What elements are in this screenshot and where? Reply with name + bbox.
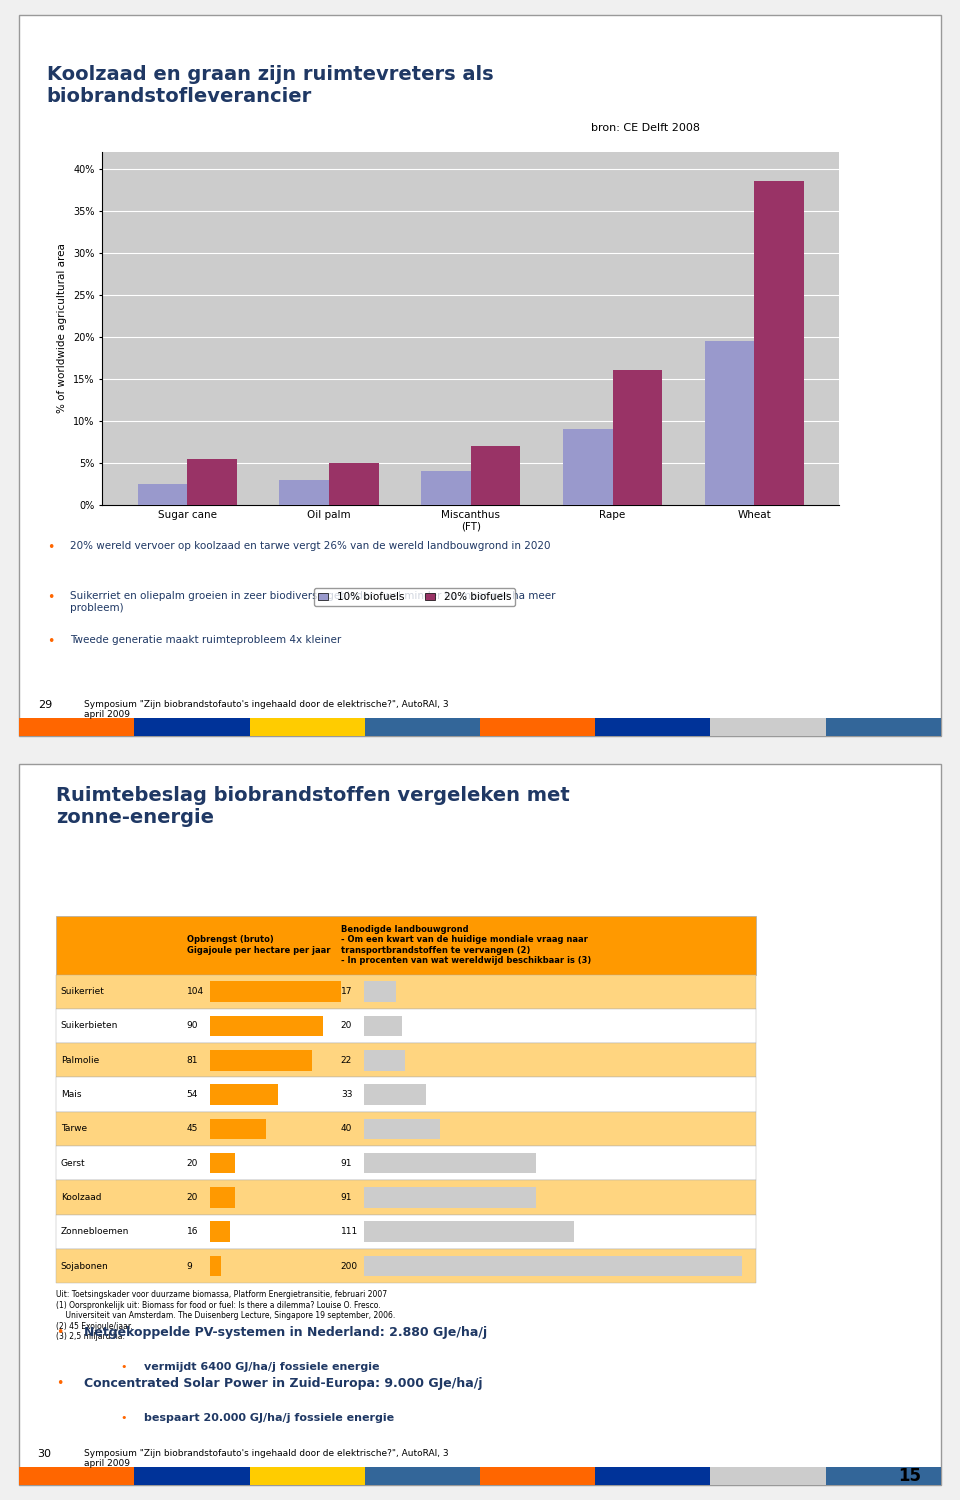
Text: 9: 9 bbox=[187, 1262, 193, 1270]
FancyBboxPatch shape bbox=[364, 1256, 742, 1276]
FancyBboxPatch shape bbox=[210, 1186, 235, 1208]
Text: 33: 33 bbox=[341, 1090, 352, 1100]
FancyBboxPatch shape bbox=[364, 981, 396, 1002]
Text: •: • bbox=[56, 1377, 63, 1390]
Text: 20% wereld vervoer op koolzaad en tarwe vergt 26% van de wereld landbouwgrond in: 20% wereld vervoer op koolzaad en tarwe … bbox=[70, 542, 550, 550]
FancyBboxPatch shape bbox=[19, 765, 941, 1485]
Text: 30: 30 bbox=[37, 1449, 52, 1460]
Text: Tweede generatie maakt ruimteprobleem 4x kleiner: Tweede generatie maakt ruimteprobleem 4x… bbox=[70, 634, 341, 645]
FancyBboxPatch shape bbox=[56, 1180, 756, 1215]
Text: Koolzaad en graan zijn ruimtevreters als
biobrandstofleverancier: Koolzaad en graan zijn ruimtevreters als… bbox=[47, 66, 493, 106]
FancyBboxPatch shape bbox=[364, 1084, 426, 1106]
Text: 29: 29 bbox=[37, 699, 52, 709]
FancyBboxPatch shape bbox=[56, 1112, 756, 1146]
FancyBboxPatch shape bbox=[210, 1050, 312, 1071]
FancyBboxPatch shape bbox=[210, 1256, 221, 1276]
FancyBboxPatch shape bbox=[210, 981, 341, 1002]
FancyBboxPatch shape bbox=[56, 1250, 756, 1282]
Text: •: • bbox=[47, 542, 54, 554]
FancyBboxPatch shape bbox=[19, 1467, 134, 1485]
Text: Benodigde landbouwgrond
- Om een kwart van de huidige mondiale vraag naar
transp: Benodigde landbouwgrond - Om een kwart v… bbox=[341, 926, 591, 964]
FancyBboxPatch shape bbox=[134, 1467, 250, 1485]
Text: •: • bbox=[47, 591, 54, 604]
Text: Sojabonen: Sojabonen bbox=[60, 1262, 108, 1270]
Text: Symposium "Zijn biobrandstofauto's ingehaald door de elektrische?", AutoRAI, 3
a: Symposium "Zijn biobrandstofauto's ingeh… bbox=[84, 1449, 448, 1468]
FancyBboxPatch shape bbox=[56, 1010, 756, 1042]
Text: Tarwe: Tarwe bbox=[60, 1125, 86, 1134]
FancyBboxPatch shape bbox=[365, 1467, 480, 1485]
FancyBboxPatch shape bbox=[56, 1077, 756, 1112]
FancyBboxPatch shape bbox=[19, 15, 941, 735]
FancyBboxPatch shape bbox=[56, 1146, 756, 1180]
Text: 90: 90 bbox=[187, 1022, 199, 1031]
Text: Zonnebloemen: Zonnebloemen bbox=[60, 1227, 129, 1236]
Text: •: • bbox=[47, 634, 54, 648]
Text: 54: 54 bbox=[187, 1090, 198, 1100]
FancyBboxPatch shape bbox=[826, 1467, 941, 1485]
Text: 81: 81 bbox=[187, 1056, 199, 1065]
Text: Palmolie: Palmolie bbox=[60, 1056, 99, 1065]
FancyBboxPatch shape bbox=[710, 717, 826, 735]
FancyBboxPatch shape bbox=[480, 1467, 595, 1485]
Text: 20: 20 bbox=[187, 1158, 198, 1167]
FancyBboxPatch shape bbox=[210, 1016, 324, 1036]
Text: 22: 22 bbox=[341, 1056, 352, 1065]
Text: 16: 16 bbox=[187, 1227, 199, 1236]
FancyBboxPatch shape bbox=[210, 1084, 277, 1106]
Text: Koolzaad: Koolzaad bbox=[60, 1192, 101, 1202]
FancyBboxPatch shape bbox=[56, 915, 756, 975]
FancyBboxPatch shape bbox=[210, 1221, 230, 1242]
Text: bron: CE Delft 2008: bron: CE Delft 2008 bbox=[590, 123, 700, 134]
Text: 20: 20 bbox=[341, 1022, 352, 1031]
Text: 91: 91 bbox=[341, 1158, 352, 1167]
FancyBboxPatch shape bbox=[210, 1154, 235, 1173]
Text: •: • bbox=[56, 1326, 63, 1340]
Text: Concentrated Solar Power in Zuid-Europa: 9.000 GJe/ha/j: Concentrated Solar Power in Zuid-Europa:… bbox=[84, 1377, 482, 1390]
Text: Suikerbieten: Suikerbieten bbox=[60, 1022, 118, 1031]
FancyBboxPatch shape bbox=[364, 1221, 574, 1242]
Text: bespaart 20.000 GJ/ha/j fossiele energie: bespaart 20.000 GJ/ha/j fossiele energie bbox=[144, 1413, 394, 1424]
FancyBboxPatch shape bbox=[480, 717, 595, 735]
Text: Symposium "Zijn biobrandstofauto's ingehaald door de elektrische?", AutoRAI, 3
a: Symposium "Zijn biobrandstofauto's ingeh… bbox=[84, 699, 448, 718]
FancyBboxPatch shape bbox=[365, 717, 480, 735]
Text: vermijdt 6400 GJ/ha/j fossiele energie: vermijdt 6400 GJ/ha/j fossiele energie bbox=[144, 1362, 379, 1372]
Text: 40: 40 bbox=[341, 1125, 352, 1134]
FancyBboxPatch shape bbox=[595, 1467, 710, 1485]
Text: Uit: Toetsingskader voor duurzame biomassa, Platform Energietransitie, februari : Uit: Toetsingskader voor duurzame biomas… bbox=[56, 1290, 396, 1341]
FancyBboxPatch shape bbox=[56, 975, 756, 1010]
FancyBboxPatch shape bbox=[250, 1467, 365, 1485]
Text: Mais: Mais bbox=[60, 1090, 82, 1100]
FancyBboxPatch shape bbox=[56, 1042, 756, 1077]
Text: Opbrengst (bruto)
Gigajoule per hectare per jaar: Opbrengst (bruto) Gigajoule per hectare … bbox=[187, 936, 330, 956]
FancyBboxPatch shape bbox=[250, 717, 365, 735]
FancyBboxPatch shape bbox=[364, 1154, 536, 1173]
FancyBboxPatch shape bbox=[134, 717, 250, 735]
Text: 111: 111 bbox=[341, 1227, 358, 1236]
Text: •: • bbox=[121, 1413, 127, 1424]
FancyBboxPatch shape bbox=[19, 717, 134, 735]
Text: 104: 104 bbox=[187, 987, 204, 996]
FancyBboxPatch shape bbox=[595, 717, 710, 735]
FancyBboxPatch shape bbox=[364, 1016, 401, 1036]
FancyBboxPatch shape bbox=[364, 1186, 536, 1208]
FancyBboxPatch shape bbox=[364, 1050, 405, 1071]
Text: Netgekoppelde PV-systemen in Nederland: 2.880 GJe/ha/j: Netgekoppelde PV-systemen in Nederland: … bbox=[84, 1326, 487, 1340]
Text: Gerst: Gerst bbox=[60, 1158, 85, 1167]
Text: Suikerriet en oliepalm groeien in zeer biodiverse gebieden (wel minder ha maar p: Suikerriet en oliepalm groeien in zeer b… bbox=[70, 591, 556, 613]
Text: 17: 17 bbox=[341, 987, 352, 996]
FancyBboxPatch shape bbox=[710, 1467, 826, 1485]
FancyBboxPatch shape bbox=[56, 1215, 756, 1249]
Text: 20: 20 bbox=[187, 1192, 198, 1202]
Text: 45: 45 bbox=[187, 1125, 198, 1134]
Text: 15: 15 bbox=[899, 1467, 922, 1485]
Text: 91: 91 bbox=[341, 1192, 352, 1202]
Text: Suikerriet: Suikerriet bbox=[60, 987, 105, 996]
FancyBboxPatch shape bbox=[364, 1119, 440, 1138]
FancyBboxPatch shape bbox=[210, 1119, 267, 1138]
Text: •: • bbox=[121, 1362, 127, 1372]
Text: Ruimtebeslag biobrandstoffen vergeleken met
zonne-energie: Ruimtebeslag biobrandstoffen vergeleken … bbox=[56, 786, 570, 826]
FancyBboxPatch shape bbox=[826, 717, 941, 735]
Text: 200: 200 bbox=[341, 1262, 358, 1270]
